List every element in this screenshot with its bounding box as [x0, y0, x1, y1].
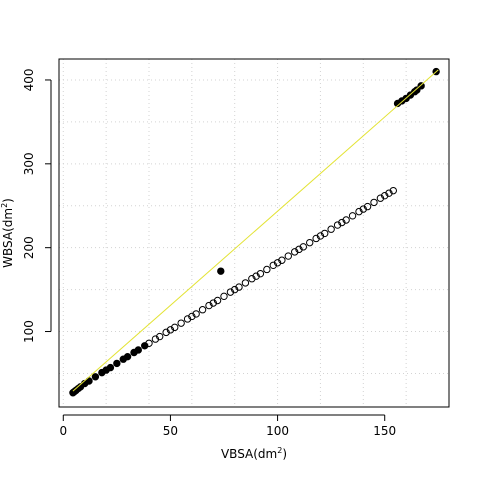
data-point [359, 205, 367, 213]
y-axis: 100 200 300 400 [22, 69, 52, 343]
data-point [123, 352, 132, 361]
data-point [381, 191, 389, 200]
data-point [269, 261, 277, 269]
data-point [348, 212, 357, 220]
data-point [151, 335, 160, 343]
y-axis-title-base: WBSA(dm [1, 208, 15, 268]
x-axis-title-suffix: ) [282, 447, 287, 461]
data-point [355, 207, 363, 216]
y-axis-title-superscript: 2 [0, 203, 9, 208]
data-point [226, 288, 235, 296]
data-point [263, 265, 271, 274]
data-points [69, 67, 440, 397]
data-point [231, 285, 239, 294]
x-tick-label: 0 [59, 424, 67, 438]
data-point [376, 194, 385, 202]
data-point [248, 275, 256, 283]
data-point [183, 315, 192, 323]
fit-line [72, 69, 439, 392]
data-point [171, 323, 179, 332]
x-axis-title: VBSA(dm2) [221, 446, 287, 461]
data-point [217, 267, 225, 275]
data-point [113, 359, 121, 368]
y-tick-label: 100 [22, 320, 36, 343]
data-point [209, 299, 217, 307]
data-point [306, 238, 314, 247]
x-tick-label: 150 [373, 424, 396, 438]
data-point [162, 328, 170, 337]
y-tick-label: 300 [22, 152, 36, 175]
grid [59, 59, 449, 407]
plot-frame [58, 58, 450, 408]
x-axis-title-base: VBSA(dm [221, 447, 277, 461]
x-tick-label: 100 [266, 424, 289, 438]
data-point [385, 189, 393, 197]
y-axis-title-suffix: ) [1, 198, 15, 203]
data-point [205, 301, 213, 310]
data-point [188, 312, 196, 321]
data-point [192, 310, 200, 318]
data-point [338, 218, 346, 227]
data-point [156, 332, 164, 341]
y-axis-title: WBSA(dm2) [0, 198, 15, 268]
x-tick-label: 50 [163, 424, 178, 438]
data-point [316, 232, 325, 240]
x-axis-title-superscript: 2 [277, 446, 282, 455]
data-point [134, 346, 142, 354]
data-point [389, 186, 397, 195]
data-point [299, 243, 307, 251]
data-point [291, 248, 299, 256]
data-point [252, 272, 260, 280]
y-tick-label: 400 [22, 69, 36, 92]
data-point [177, 319, 185, 327]
data-point [295, 245, 303, 254]
data-point [241, 279, 250, 287]
data-point [213, 296, 222, 305]
x-axis: 0 50 100 150 [59, 414, 396, 438]
data-point [363, 202, 372, 211]
data-point [85, 377, 93, 385]
data-point [145, 339, 153, 347]
data-point [198, 306, 207, 314]
data-point [327, 225, 335, 233]
data-point [256, 269, 265, 278]
data-point [413, 86, 421, 94]
data-point [278, 256, 286, 264]
data-point [342, 216, 350, 224]
data-point [321, 229, 329, 238]
fit-line-layer [72, 69, 439, 392]
data-point [284, 252, 292, 260]
y-tick-label: 200 [22, 236, 36, 259]
data-point [235, 283, 243, 291]
data-point [312, 234, 320, 243]
data-point [106, 363, 115, 372]
data-point [273, 259, 282, 267]
data-point [166, 326, 175, 334]
data-point [91, 373, 100, 381]
data-point [333, 221, 342, 229]
data-point [220, 292, 228, 301]
data-point [370, 198, 378, 207]
